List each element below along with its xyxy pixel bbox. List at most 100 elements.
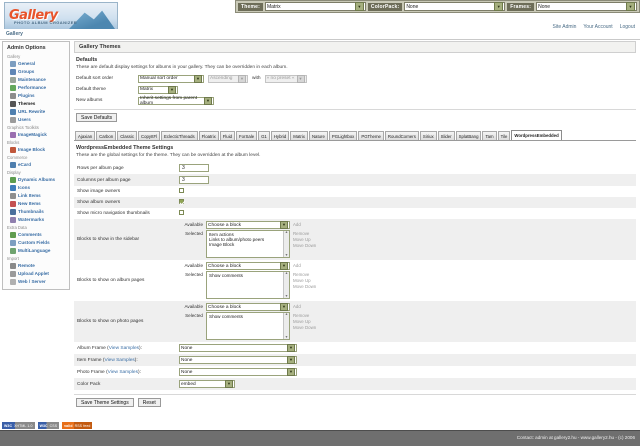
theme-select[interactable]: Matrix ▼ — [264, 2, 366, 11]
tab-ajaxian[interactable]: Ajaxian — [75, 131, 96, 140]
show-micro-navigation-thumbnails-checkbox[interactable] — [179, 210, 184, 215]
colorpack-select[interactable]: None ▼ — [404, 2, 506, 11]
sidebar-item-plugins[interactable]: Plugins — [10, 92, 66, 99]
sidebar-item-image-block[interactable]: Image Block — [10, 146, 66, 153]
listbox-scrollbar[interactable]: ▲ ▼ — [283, 231, 289, 257]
badge-valid-2[interactable]: valid RSS feed — [62, 422, 93, 429]
sidebar-item-imagemagick[interactable]: ImageMagick — [10, 131, 66, 138]
defaults-select-2[interactable]: Inherit settings from parent album ▼ — [138, 96, 214, 106]
selected-blocks-listbox[interactable]: Show comments ▲ ▼ — [206, 312, 290, 340]
sidebar-item-performance[interactable]: Performance — [10, 84, 66, 91]
sidebar-item-link-items[interactable]: Link Items — [10, 192, 66, 199]
columns-per-album-page-input[interactable]: 3 — [179, 176, 209, 184]
tab-eclecticthreads[interactable]: EclecticThreads — [161, 131, 198, 140]
list-item[interactable]: Show comments — [209, 273, 243, 278]
available-block-select[interactable]: Choose a block ▼ — [206, 262, 290, 270]
scroll-down-icon[interactable]: ▼ — [284, 252, 289, 257]
sidebar-item-web-server[interactable]: Web / Server — [10, 278, 66, 285]
album-frame-view-samples-link[interactable]: View Samples — [108, 345, 140, 351]
scroll-down-icon[interactable]: ▼ — [284, 334, 289, 339]
tab-slider[interactable]: Slider — [437, 131, 455, 140]
listbox-scrollbar[interactable]: ▲ ▼ — [283, 272, 289, 298]
tab-matrix[interactable]: Matrix — [290, 131, 308, 140]
remove-button[interactable]: Remove — [293, 313, 310, 318]
tab-g1[interactable]: G1 — [258, 131, 270, 140]
listbox-scrollbar[interactable]: ▲ ▼ — [283, 313, 289, 339]
tab-copyitfl[interactable]: CopyItFl — [138, 131, 161, 140]
color-pack-select[interactable]: embed ▼ — [179, 380, 235, 388]
tab-classic[interactable]: Classic — [117, 131, 138, 140]
item-frame-select[interactable]: None ▼ — [179, 356, 297, 364]
tab-forsale[interactable]: ForSale — [236, 131, 258, 140]
show-album-owners-checkbox[interactable] — [179, 199, 184, 204]
sidebar-item-general[interactable]: General — [10, 60, 66, 67]
sidebar-item-themes[interactable]: Themes — [10, 100, 66, 107]
scroll-down-icon[interactable]: ▼ — [284, 293, 289, 298]
sidebar-item-url-rewrite[interactable]: URL Rewrite — [10, 108, 66, 115]
tab-fluid[interactable]: Fluid — [219, 131, 236, 140]
tab-tam[interactable]: Tam — [482, 131, 497, 140]
selected-blocks-listbox[interactable]: Show comments ▲ ▼ — [206, 271, 290, 299]
nav-logout[interactable]: Logout — [619, 24, 635, 30]
sidebar-item-remote[interactable]: Remote — [10, 262, 66, 269]
tab-carbon[interactable]: Carbon — [96, 131, 117, 140]
album-frame-select[interactable]: None ▼ — [179, 344, 297, 352]
available-block-select[interactable]: Choose a block ▼ — [206, 221, 290, 229]
sidebar-item-groups[interactable]: Groups — [10, 68, 66, 75]
scroll-up-icon[interactable]: ▲ — [284, 271, 289, 275]
tab-pglightbox[interactable]: PGLightbox — [328, 131, 358, 140]
defaults-select-1[interactable]: Matrix ▼ — [138, 85, 178, 94]
sidebar-item-watermarks[interactable]: Watermarks — [10, 216, 66, 223]
sidebar-item-maintenance[interactable]: Maintenance — [10, 76, 66, 83]
tab-siriux[interactable]: Siriux — [419, 131, 437, 140]
photo-frame-view-samples-link[interactable]: View Samples — [107, 369, 138, 375]
sidebar-item-icons[interactable]: Icons — [10, 184, 66, 191]
defaults-extra-select-2[interactable]: » no preset «▼ — [264, 74, 307, 83]
list-item[interactable]: Item actions — [209, 232, 234, 237]
breadcrumb[interactable]: Gallery — [6, 31, 23, 37]
remove-button[interactable]: Remove — [293, 272, 310, 277]
tab-hybrid[interactable]: Hybrid — [270, 131, 290, 140]
sidebar-item-ecard[interactable]: eCard — [10, 161, 66, 168]
list-item[interactable]: Image Block — [209, 242, 235, 247]
badge-w3c-1[interactable]: W3C CSS — [37, 422, 60, 429]
sidebar-item-multilanguage[interactable]: MultiLanguage — [10, 247, 66, 254]
gallery-logo[interactable]: Gallery PHOTO ALBUM ORGANIZER — [4, 2, 118, 30]
available-block-select[interactable]: Choose a block ▼ — [206, 303, 290, 311]
move-down-button[interactable]: Move Down — [293, 325, 317, 330]
selected-blocks-listbox[interactable]: Item actions Links to album/photo peers Im… — [206, 230, 290, 258]
badge-w3c-0[interactable]: W3C XHTML 1.0 — [2, 422, 35, 429]
move-up-button[interactable]: Move Up — [293, 237, 311, 242]
scroll-up-icon[interactable]: ▲ — [284, 312, 289, 316]
nav-your-account[interactable]: Your Account — [583, 24, 613, 30]
nav-site-admin[interactable]: Site Admin — [552, 24, 577, 30]
sidebar-item-new-items[interactable]: New Items — [10, 200, 66, 207]
tab-splatbang[interactable]: SplatBang — [455, 131, 482, 140]
frames-select[interactable]: None ▼ — [536, 2, 638, 11]
defaults-extra-select-0[interactable]: Ascending ▼ — [208, 74, 248, 83]
item-frame-view-samples-link[interactable]: View Samples — [104, 357, 135, 363]
scroll-up-icon[interactable]: ▲ — [284, 230, 289, 234]
tab-floatrix[interactable]: Floatrix — [198, 131, 219, 140]
move-up-button[interactable]: Move Up — [293, 319, 311, 324]
move-up-button[interactable]: Move Up — [293, 278, 311, 283]
rows-per-album-page-input[interactable]: 3 — [179, 164, 209, 172]
list-item[interactable]: Links to album/photo peers — [209, 237, 265, 242]
tab-pgtheme[interactable]: PGTheme — [358, 131, 384, 140]
move-down-button[interactable]: Move Down — [293, 243, 317, 248]
defaults-select-0[interactable]: Manual sort order ▼ — [138, 74, 204, 83]
photo-frame-select[interactable]: None ▼ — [179, 368, 297, 376]
sidebar-item-thumbnails[interactable]: Thumbnails — [10, 208, 66, 215]
list-item[interactable]: Show comments — [209, 314, 243, 319]
sidebar-item-dynamic-albums[interactable]: Dynamic Albums — [10, 176, 66, 183]
reset-button[interactable]: Reset — [137, 398, 161, 407]
tab-roundcorners[interactable]: RoundCorners — [384, 131, 419, 140]
move-down-button[interactable]: Move Down — [293, 284, 317, 289]
tab-wordpressembedded[interactable]: WordpressEmbedded — [511, 130, 562, 140]
add-block-button[interactable]: Add — [293, 263, 301, 268]
show-image-owners-checkbox[interactable] — [179, 188, 184, 193]
sidebar-item-custom-fields[interactable]: Custom Fields — [10, 239, 66, 246]
sidebar-item-upload-applet[interactable]: Upload Applet — [10, 270, 66, 277]
add-block-button[interactable]: Add — [293, 222, 301, 227]
add-block-button[interactable]: Add — [293, 304, 301, 309]
